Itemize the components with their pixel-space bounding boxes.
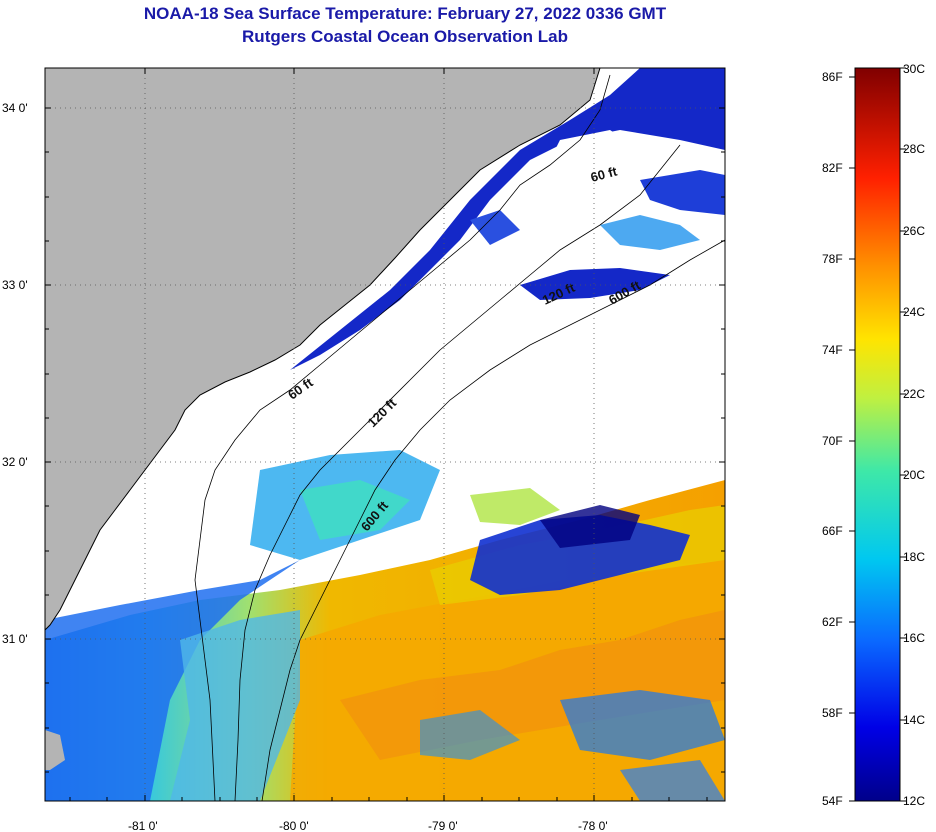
- cbar-f-70: 70F: [822, 434, 843, 448]
- cbar-c-24: 24C: [903, 305, 925, 319]
- cbar-f-58: 58F: [822, 706, 843, 720]
- cbar-c-20: 20C: [903, 468, 925, 482]
- cbar-f-74: 74F: [822, 343, 843, 357]
- cbar-c-18: 18C: [903, 550, 925, 564]
- cbar-c-26: 26C: [903, 224, 925, 238]
- map-plot-area: 60 ft 120 ft 600 ft 60 ft 120 ft 600 ft: [45, 68, 725, 801]
- cbar-f-86: 86F: [822, 70, 843, 84]
- map-frame: [44, 67, 726, 802]
- lon-label-79: -79 0': [428, 819, 458, 832]
- cbar-f-62: 62F: [822, 615, 843, 629]
- cbar-c-30: 30C: [903, 62, 925, 76]
- land-mass: [45, 68, 600, 630]
- lat-label-34: 34 0': [2, 101, 28, 115]
- color-bar: [854, 67, 901, 802]
- lat-label-33: 33 0': [2, 278, 28, 292]
- lon-label-80: -80 0': [279, 819, 309, 832]
- shelf-water-south: [45, 560, 300, 801]
- graticule: [45, 68, 725, 801]
- cbar-f-54: 54F: [822, 794, 843, 808]
- cbar-c-16: 16C: [903, 631, 925, 645]
- cbar-c-12: 12C: [903, 794, 925, 808]
- color-bar-ticks: [849, 67, 906, 802]
- isobath-label-60ft: 60 ft: [589, 163, 619, 185]
- cbar-f-82: 82F: [822, 161, 843, 175]
- cbar-c-28: 28C: [903, 142, 925, 156]
- isobath-60ft: [194, 74, 611, 801]
- cbar-f-66: 66F: [822, 524, 843, 538]
- shelf-water-north: [290, 68, 725, 370]
- axis-ticks: [45, 68, 725, 801]
- map-title: NOAA-18 Sea Surface Temperature: Februar…: [143, 4, 667, 23]
- isobath-600ft: [261, 239, 725, 801]
- cbar-c-14: 14C: [903, 713, 925, 727]
- lon-label-81: -81 0': [128, 819, 158, 832]
- lat-label-32: 32 0': [2, 455, 28, 469]
- cbar-f-78: 78F: [822, 252, 843, 266]
- cbar-c-22: 22C: [903, 387, 925, 401]
- lon-label-78: -78 0': [578, 819, 608, 832]
- lat-label-31: 31 0': [2, 632, 28, 646]
- map-subtitle: Rutgers Coastal Ocean Observation Lab: [242, 27, 568, 46]
- isobath-120ft: [234, 144, 681, 801]
